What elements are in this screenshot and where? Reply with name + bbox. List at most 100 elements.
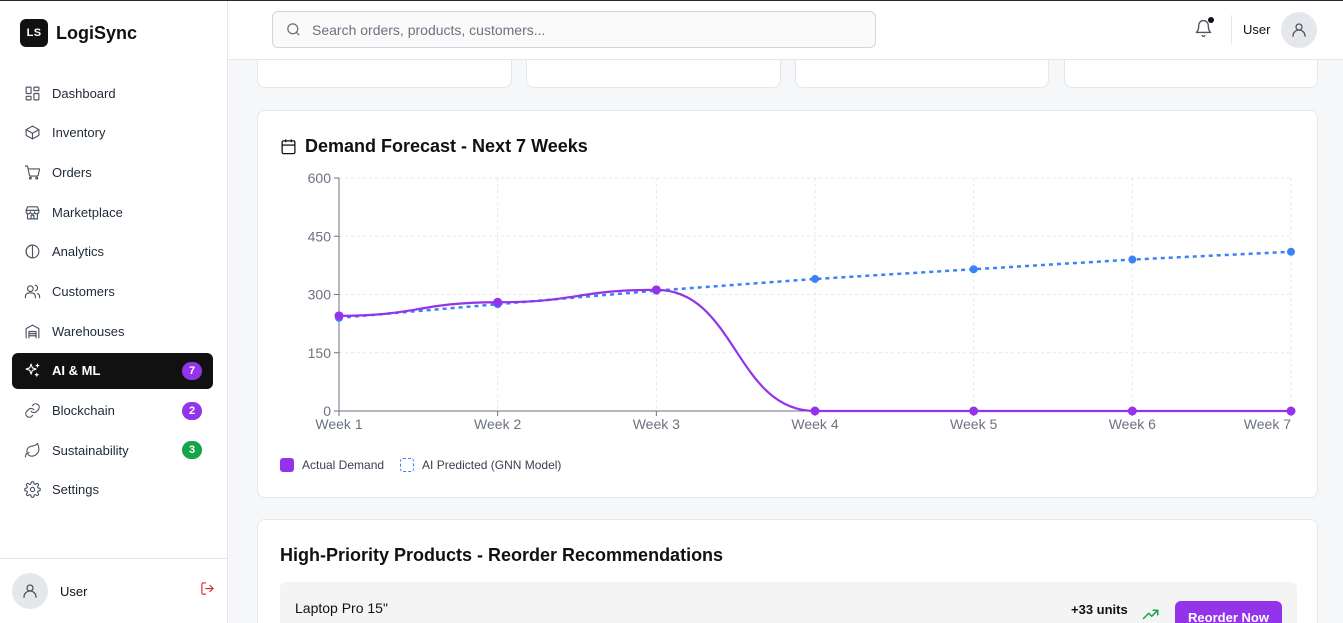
x-tick-label: Week 2 xyxy=(474,416,521,432)
sidebar-item-ai-ml[interactable]: AI & ML 7 xyxy=(12,352,213,389)
sidebar-item-inventory[interactable]: Inventory xyxy=(12,115,213,151)
reorder-recommendations-card: High-Priority Products - Reorder Recomme… xyxy=(257,519,1318,623)
card-title: Demand Forecast - Next 7 Weeks xyxy=(280,136,588,157)
product-name: Laptop Pro 15" xyxy=(295,600,388,616)
forecast-title: Demand Forecast - Next 7 Weeks xyxy=(305,136,588,156)
y-tick-label: 600 xyxy=(308,170,332,186)
sidebar-username: User xyxy=(60,583,88,599)
x-tick-label: Week 1 xyxy=(315,416,362,432)
count-badge: 7 xyxy=(182,361,202,380)
legend-swatch-predicted xyxy=(400,458,415,472)
sidebar-item-sustainability[interactable]: Sustainability 3 xyxy=(12,432,213,468)
sidebar-item-analytics[interactable]: Analytics xyxy=(12,234,213,270)
sidebar-item-customers[interactable]: Customers xyxy=(12,273,213,309)
data-point-predicted xyxy=(1128,255,1137,264)
data-point-actual xyxy=(493,297,503,307)
count-badge: 3 xyxy=(182,441,202,460)
gear-icon xyxy=(23,481,41,499)
sidebar-item-label: Customers xyxy=(52,283,115,299)
sidebar-item-label: Orders xyxy=(52,164,92,180)
count-badge: 2 xyxy=(182,401,202,420)
data-point-actual xyxy=(651,285,661,295)
data-point-predicted xyxy=(969,265,978,274)
reorder-units: +33 units xyxy=(1071,602,1128,617)
calendar-icon xyxy=(281,139,296,155)
sidebar-item-label: Settings xyxy=(52,482,99,498)
analytics-icon xyxy=(23,243,41,261)
brand-name: LogiSync xyxy=(56,22,138,43)
notifications-button[interactable] xyxy=(1194,17,1214,41)
reorder-now-button[interactable]: Reorder Now xyxy=(1175,601,1282,623)
demand-forecast-chart: 0 150 300 450 600 Week 1 Week 2 Week 3 Week 4 Wee… xyxy=(308,170,1296,432)
trending-up-icon xyxy=(1142,607,1160,623)
x-tick-label: Week 7 xyxy=(1244,416,1291,432)
sidebar-item-settings[interactable]: Settings xyxy=(12,472,213,508)
data-point-actual xyxy=(1286,406,1296,416)
sidebar-item-label: AI & ML xyxy=(52,363,101,379)
y-tick-label: 150 xyxy=(308,345,332,361)
sidebar-item-label: Blockchain xyxy=(52,403,115,418)
sidebar-user-panel: User xyxy=(0,558,227,623)
user-icon xyxy=(1292,23,1306,37)
y-tick-label: 300 xyxy=(308,287,332,303)
reorder-title: High-Priority Products - Reorder Recomme… xyxy=(280,545,724,565)
top-header: User xyxy=(228,1,1343,60)
sidebar-item-warehouses[interactable]: Warehouses xyxy=(12,313,213,349)
search-bar[interactable] xyxy=(272,11,876,48)
sidebar-item-label: Dashboard xyxy=(52,85,116,101)
y-tick-label: 0 xyxy=(323,403,331,419)
header-divider xyxy=(1231,15,1232,45)
sidebar-item-dashboard[interactable]: Dashboard xyxy=(12,75,213,111)
x-tick-label: Week 4 xyxy=(791,416,838,432)
store-icon xyxy=(23,203,41,221)
y-tick-label: 450 xyxy=(308,228,332,244)
link-icon xyxy=(23,402,41,420)
sidebar-item-label: Marketplace xyxy=(52,204,123,220)
bell-icon xyxy=(1195,19,1212,38)
chart-legend: Actual Demand AI Predicted (GNN Model) xyxy=(280,458,561,472)
sidebar: LS LogiSync Dashboard Inventory Orders M… xyxy=(0,0,228,623)
search-input[interactable] xyxy=(312,21,852,38)
leaf-icon xyxy=(23,441,41,459)
dashboard-icon xyxy=(23,84,41,102)
legend-swatch-actual xyxy=(280,458,294,472)
x-tick-label: Week 5 xyxy=(950,416,997,432)
sidebar-item-label: Analytics xyxy=(52,244,105,260)
cart-icon xyxy=(23,163,41,181)
sparkles-icon xyxy=(23,362,41,380)
data-point-actual xyxy=(334,311,344,321)
box-icon xyxy=(23,124,41,142)
header-avatar[interactable] xyxy=(1281,12,1317,48)
legend-label-actual[interactable]: Actual Demand xyxy=(302,458,385,472)
brand-logo: LS xyxy=(20,19,48,47)
data-point-actual xyxy=(1127,406,1137,416)
x-tick-label: Week 3 xyxy=(633,416,680,432)
data-point-actual xyxy=(969,406,979,416)
window-top-border xyxy=(0,0,1343,1)
logout-icon[interactable] xyxy=(200,581,215,601)
x-tick-label: Week 6 xyxy=(1109,416,1156,432)
sidebar-item-label: Warehouses xyxy=(52,323,125,339)
search-icon xyxy=(287,23,300,36)
sidebar-item-marketplace[interactable]: Marketplace xyxy=(12,194,213,230)
card-title: High-Priority Products - Reorder Recomme… xyxy=(280,545,723,566)
user-icon xyxy=(23,584,37,598)
sidebar-item-label: Inventory xyxy=(52,125,106,141)
legend-label-predicted[interactable]: AI Predicted (GNN Model) xyxy=(422,458,562,472)
brand[interactable]: LS LogiSync xyxy=(20,19,137,47)
data-point-predicted xyxy=(1287,247,1295,256)
avatar[interactable] xyxy=(12,573,48,609)
users-icon xyxy=(23,282,41,300)
warehouse-icon xyxy=(23,322,41,340)
series-line-predicted xyxy=(338,250,1292,320)
header-username[interactable]: User xyxy=(1243,22,1271,37)
notification-dot xyxy=(1208,17,1214,23)
list-item: Laptop Pro 15" +33 units Reorder Now xyxy=(280,582,1297,623)
data-point-predicted xyxy=(811,274,819,283)
series-line-actual xyxy=(338,288,1291,413)
sidebar-item-blockchain[interactable]: Blockchain 2 xyxy=(12,393,213,429)
data-point-actual xyxy=(810,406,820,416)
sidebar-item-orders[interactable]: Orders xyxy=(12,154,213,190)
sidebar-item-label: Sustainability xyxy=(52,442,129,458)
sidebar-nav: Dashboard Inventory Orders Marketplace A… xyxy=(12,75,213,512)
